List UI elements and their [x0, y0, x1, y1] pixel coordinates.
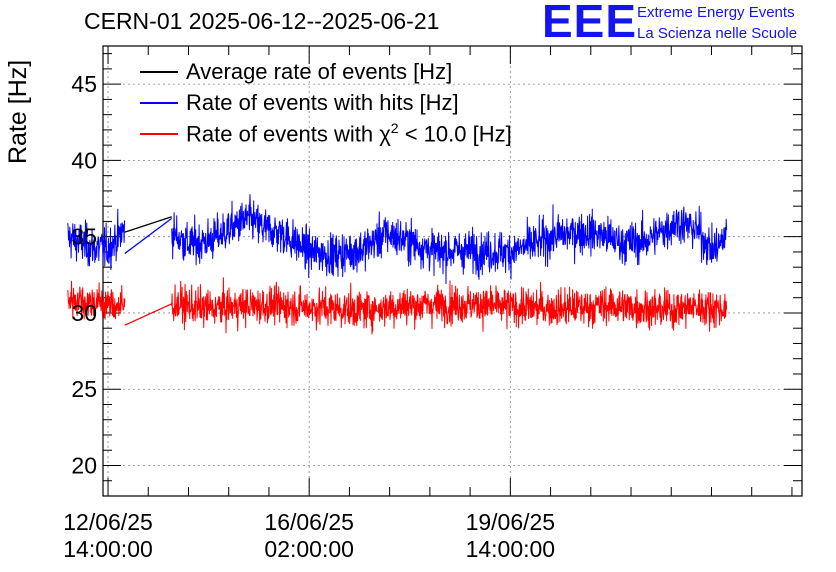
legend-label-hits: Rate of events with hits [Hz] [186, 90, 459, 115]
series-line-hits [124, 217, 173, 255]
legend-entry-hits: Rate of events with hits [Hz] [140, 89, 459, 117]
logo-line-2: La Scienza nelle Scuole [637, 25, 798, 42]
series-line-chi2 [124, 303, 172, 326]
y-axis-label: Rate [Hz] [4, 59, 32, 164]
x-tick-label: 14:00:00 [63, 536, 153, 562]
x-tick-label: 12/06/25 [63, 509, 153, 535]
x-tick-label: 02:00:00 [264, 536, 354, 562]
chart-title: CERN-01 2025-06-12--2025-06-21 [84, 8, 440, 34]
series-line-chi2 [171, 277, 728, 335]
data-series [67, 194, 728, 335]
y-tick-label: 45 [71, 71, 97, 97]
y-tick-label: 40 [71, 147, 97, 173]
series-line-chi2 [67, 280, 126, 320]
x-tick-label: 14:00:00 [466, 536, 556, 562]
legend-label-average: Average rate of events [Hz] [186, 59, 453, 84]
series-line-hits [67, 208, 126, 271]
x-tick-label: 16/06/25 [264, 509, 354, 535]
y-tick-label: 20 [71, 452, 97, 478]
y-tick-label: 35 [71, 224, 97, 250]
tick-labels: 20253035404512/06/2514:00:0016/06/2502:0… [63, 71, 555, 562]
legend-swatch-average [140, 71, 178, 73]
legend-swatch-chi2 [140, 133, 178, 135]
series-line-average [124, 216, 172, 233]
y-tick-label: 25 [71, 376, 97, 402]
legend-entry-average: Average rate of events [Hz] [140, 58, 452, 86]
legend-label-chi2: Rate of events with χ2 < 10.0 [Hz] [186, 120, 512, 147]
series-line-hits [171, 194, 728, 285]
logo-line-1: Extreme Energy Events [637, 4, 795, 21]
plot-frame [102, 45, 803, 497]
eee-logo: EEE [542, 0, 638, 47]
x-tick-label: 19/06/25 [466, 509, 556, 535]
y-tick-label: 30 [71, 300, 97, 326]
legend-entry-chi2: Rate of events with χ2 < 10.0 [Hz] [140, 120, 512, 148]
legend-swatch-hits [140, 102, 178, 104]
